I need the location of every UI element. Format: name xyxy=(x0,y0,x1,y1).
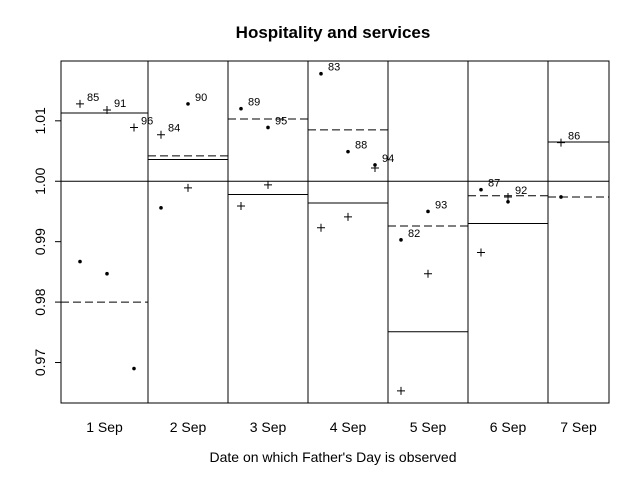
dot-marker xyxy=(559,195,563,199)
point-label: 96 xyxy=(141,115,153,127)
y-tick-label: 1.01 xyxy=(32,107,48,134)
x-tick-label: 2 Sep xyxy=(170,419,207,435)
plus-marker xyxy=(397,386,405,395)
dot-marker xyxy=(159,206,163,210)
plus-marker xyxy=(237,202,245,211)
plus-marker xyxy=(157,130,165,139)
x-tick-label: 7 Sep xyxy=(560,419,597,435)
dot-marker xyxy=(346,149,350,154)
plus-marker xyxy=(344,212,352,221)
point-label: 93 xyxy=(435,199,447,211)
plus-marker xyxy=(103,105,111,114)
plus-marker xyxy=(130,123,138,132)
x-tick-label: 1 Sep xyxy=(86,419,123,435)
point-label: 82 xyxy=(408,228,420,240)
x-axis-label: Date on which Father's Day is observed xyxy=(209,449,456,465)
plus-marker xyxy=(557,138,565,147)
point-label: 85 xyxy=(87,92,99,104)
dot-marker xyxy=(426,209,430,214)
plus-marker xyxy=(424,269,432,278)
point-label: 88 xyxy=(355,140,367,152)
y-tick-label: 0.97 xyxy=(32,349,48,376)
point-label: 90 xyxy=(195,92,207,104)
chart-title: Hospitality and services xyxy=(236,23,431,42)
point-label: 87 xyxy=(488,178,500,190)
dot-marker xyxy=(373,163,377,167)
point-label: 91 xyxy=(114,98,126,110)
x-tick-label: 3 Sep xyxy=(250,419,287,435)
plus-marker xyxy=(264,180,272,189)
plus-marker xyxy=(76,99,84,108)
point-label: 95 xyxy=(275,115,287,127)
point-label: 89 xyxy=(248,97,260,109)
plus-marker xyxy=(317,223,325,232)
point-label: 92 xyxy=(515,185,527,197)
plot-area: 0.97 0.98 0.99 1.00 1.01 1 Sep 85 91 96 2 Sep 84 90… xyxy=(32,60,610,435)
point-label: 83 xyxy=(328,62,340,74)
x-tick-label: 4 Sep xyxy=(330,419,367,435)
y-tick-label: 0.99 xyxy=(32,228,48,255)
plus-marker xyxy=(184,183,192,192)
dot-marker xyxy=(186,102,190,106)
dot-marker xyxy=(239,106,243,111)
dot-marker xyxy=(266,125,270,130)
y-tick-label: 0.98 xyxy=(32,288,48,315)
plot-frame xyxy=(60,60,610,404)
plus-marker xyxy=(477,248,485,257)
dot-marker xyxy=(78,259,82,264)
dot-marker xyxy=(319,71,323,76)
dot-marker xyxy=(105,271,109,276)
point-label: 84 xyxy=(168,123,180,135)
y-tick-label: 1.00 xyxy=(32,167,48,194)
x-tick-label: 5 Sep xyxy=(410,419,447,435)
x-tick-label: 6 Sep xyxy=(490,419,527,435)
dot-marker xyxy=(132,366,136,371)
dot-marker xyxy=(399,238,403,242)
dot-marker xyxy=(506,199,510,204)
point-label: 86 xyxy=(568,131,580,143)
dot-marker xyxy=(479,187,483,192)
plus-marker xyxy=(504,192,512,201)
